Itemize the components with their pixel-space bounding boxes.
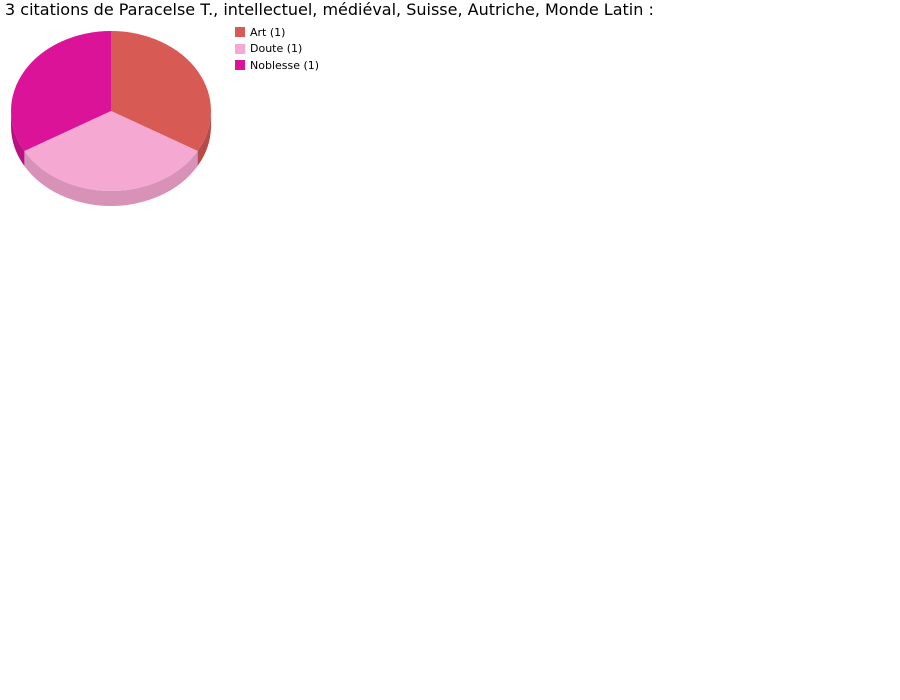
pie-slice-side <box>11 111 25 166</box>
legend-label: Noblesse (1) <box>250 58 320 72</box>
pie-slice-side <box>197 111 211 166</box>
pie-slice-side <box>24 151 198 206</box>
pie-slice[interactable] <box>10 31 111 151</box>
legend-swatch <box>235 60 245 71</box>
legend-item: Noblesse (1) <box>235 57 319 74</box>
pie-slice[interactable] <box>111 31 211 151</box>
legend-swatch <box>235 43 245 54</box>
legend-swatch <box>235 27 245 38</box>
legend-item: Art (1) <box>235 24 319 41</box>
pie-chart <box>10 31 211 206</box>
legend-label: Doute (1) <box>250 42 303 56</box>
legend-label: Art (1) <box>250 25 286 39</box>
chart-title: 3 citations de Paracelse T., intellectue… <box>5 0 654 19</box>
legend-item: Doute (1) <box>235 41 319 58</box>
legend: Art (1) Doute (1) Noblesse (1) <box>235 24 319 74</box>
